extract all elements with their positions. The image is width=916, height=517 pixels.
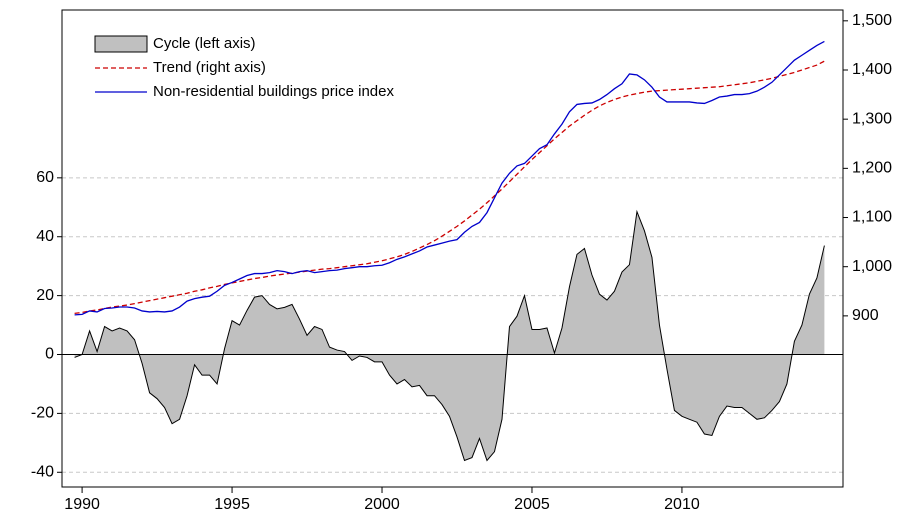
y2-tick-label: 1,000 — [852, 258, 892, 275]
line — [74, 60, 825, 315]
area — [74, 211, 825, 461]
y-tick-label: -20 — [31, 405, 54, 422]
y2-tick-label: 1,100 — [852, 209, 892, 226]
y-tick-label: 0 — [45, 346, 54, 363]
y2-tick-label: 1,500 — [852, 12, 892, 29]
y-tick-label: 60 — [36, 169, 54, 186]
legend-swatch — [94, 35, 148, 53]
x-tick-label: 2010 — [664, 496, 700, 513]
y2-tick-label: 900 — [852, 307, 879, 324]
y2-tick-label: 1,300 — [852, 110, 892, 127]
grid — [62, 177, 843, 473]
x-tick-label: 2005 — [514, 496, 550, 513]
y2-tick-label: 1,200 — [852, 160, 892, 177]
area-outline — [74, 209, 825, 462]
x-tick-label: 1990 — [64, 496, 100, 513]
x-tick-label: 1995 — [214, 496, 250, 513]
y-tick-label: 40 — [36, 228, 54, 245]
y2-tick-label: 1,400 — [852, 61, 892, 78]
legend-label: Trend (right axis) — [153, 59, 266, 76]
line — [74, 40, 825, 316]
legend-label: Cycle (left axis) — [153, 35, 256, 52]
legend-label: Non-residential buildings price index — [153, 83, 394, 100]
plot-frame — [61, 9, 844, 488]
y-tick-label: 20 — [36, 287, 54, 304]
x-tick-label: 2000 — [364, 496, 400, 513]
y-tick-label: -40 — [31, 463, 54, 480]
